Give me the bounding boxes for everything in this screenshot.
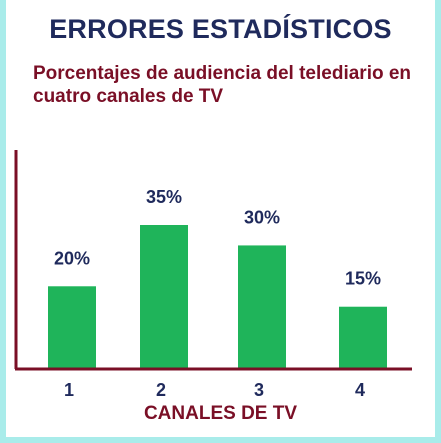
bar-1 [48, 286, 96, 368]
x-tick-label-2: 2 [156, 380, 166, 400]
x-tick-label-1: 1 [64, 380, 74, 400]
chart-subtitle: Porcentajes de audiencia del telediario … [33, 63, 412, 107]
x-tick-labels-group: 1 2 3 4 [64, 380, 365, 400]
data-label-1: 20% [54, 248, 90, 268]
data-label-2: 35% [146, 187, 182, 207]
data-labels-group: 20% 35% 30% 15% [54, 187, 381, 289]
bar-2 [140, 225, 188, 368]
data-label-3: 30% [244, 207, 280, 227]
data-label-4: 15% [345, 269, 381, 289]
x-axis-label: CANALES DE TV [143, 403, 298, 424]
page-title: ERRORES ESTADÍSTICOS [49, 14, 392, 44]
x-tick-label-3: 3 [254, 380, 264, 400]
bar-4 [339, 306, 387, 368]
bar-3 [238, 245, 286, 368]
x-tick-label-4: 4 [355, 380, 365, 400]
bars-group [48, 225, 387, 368]
